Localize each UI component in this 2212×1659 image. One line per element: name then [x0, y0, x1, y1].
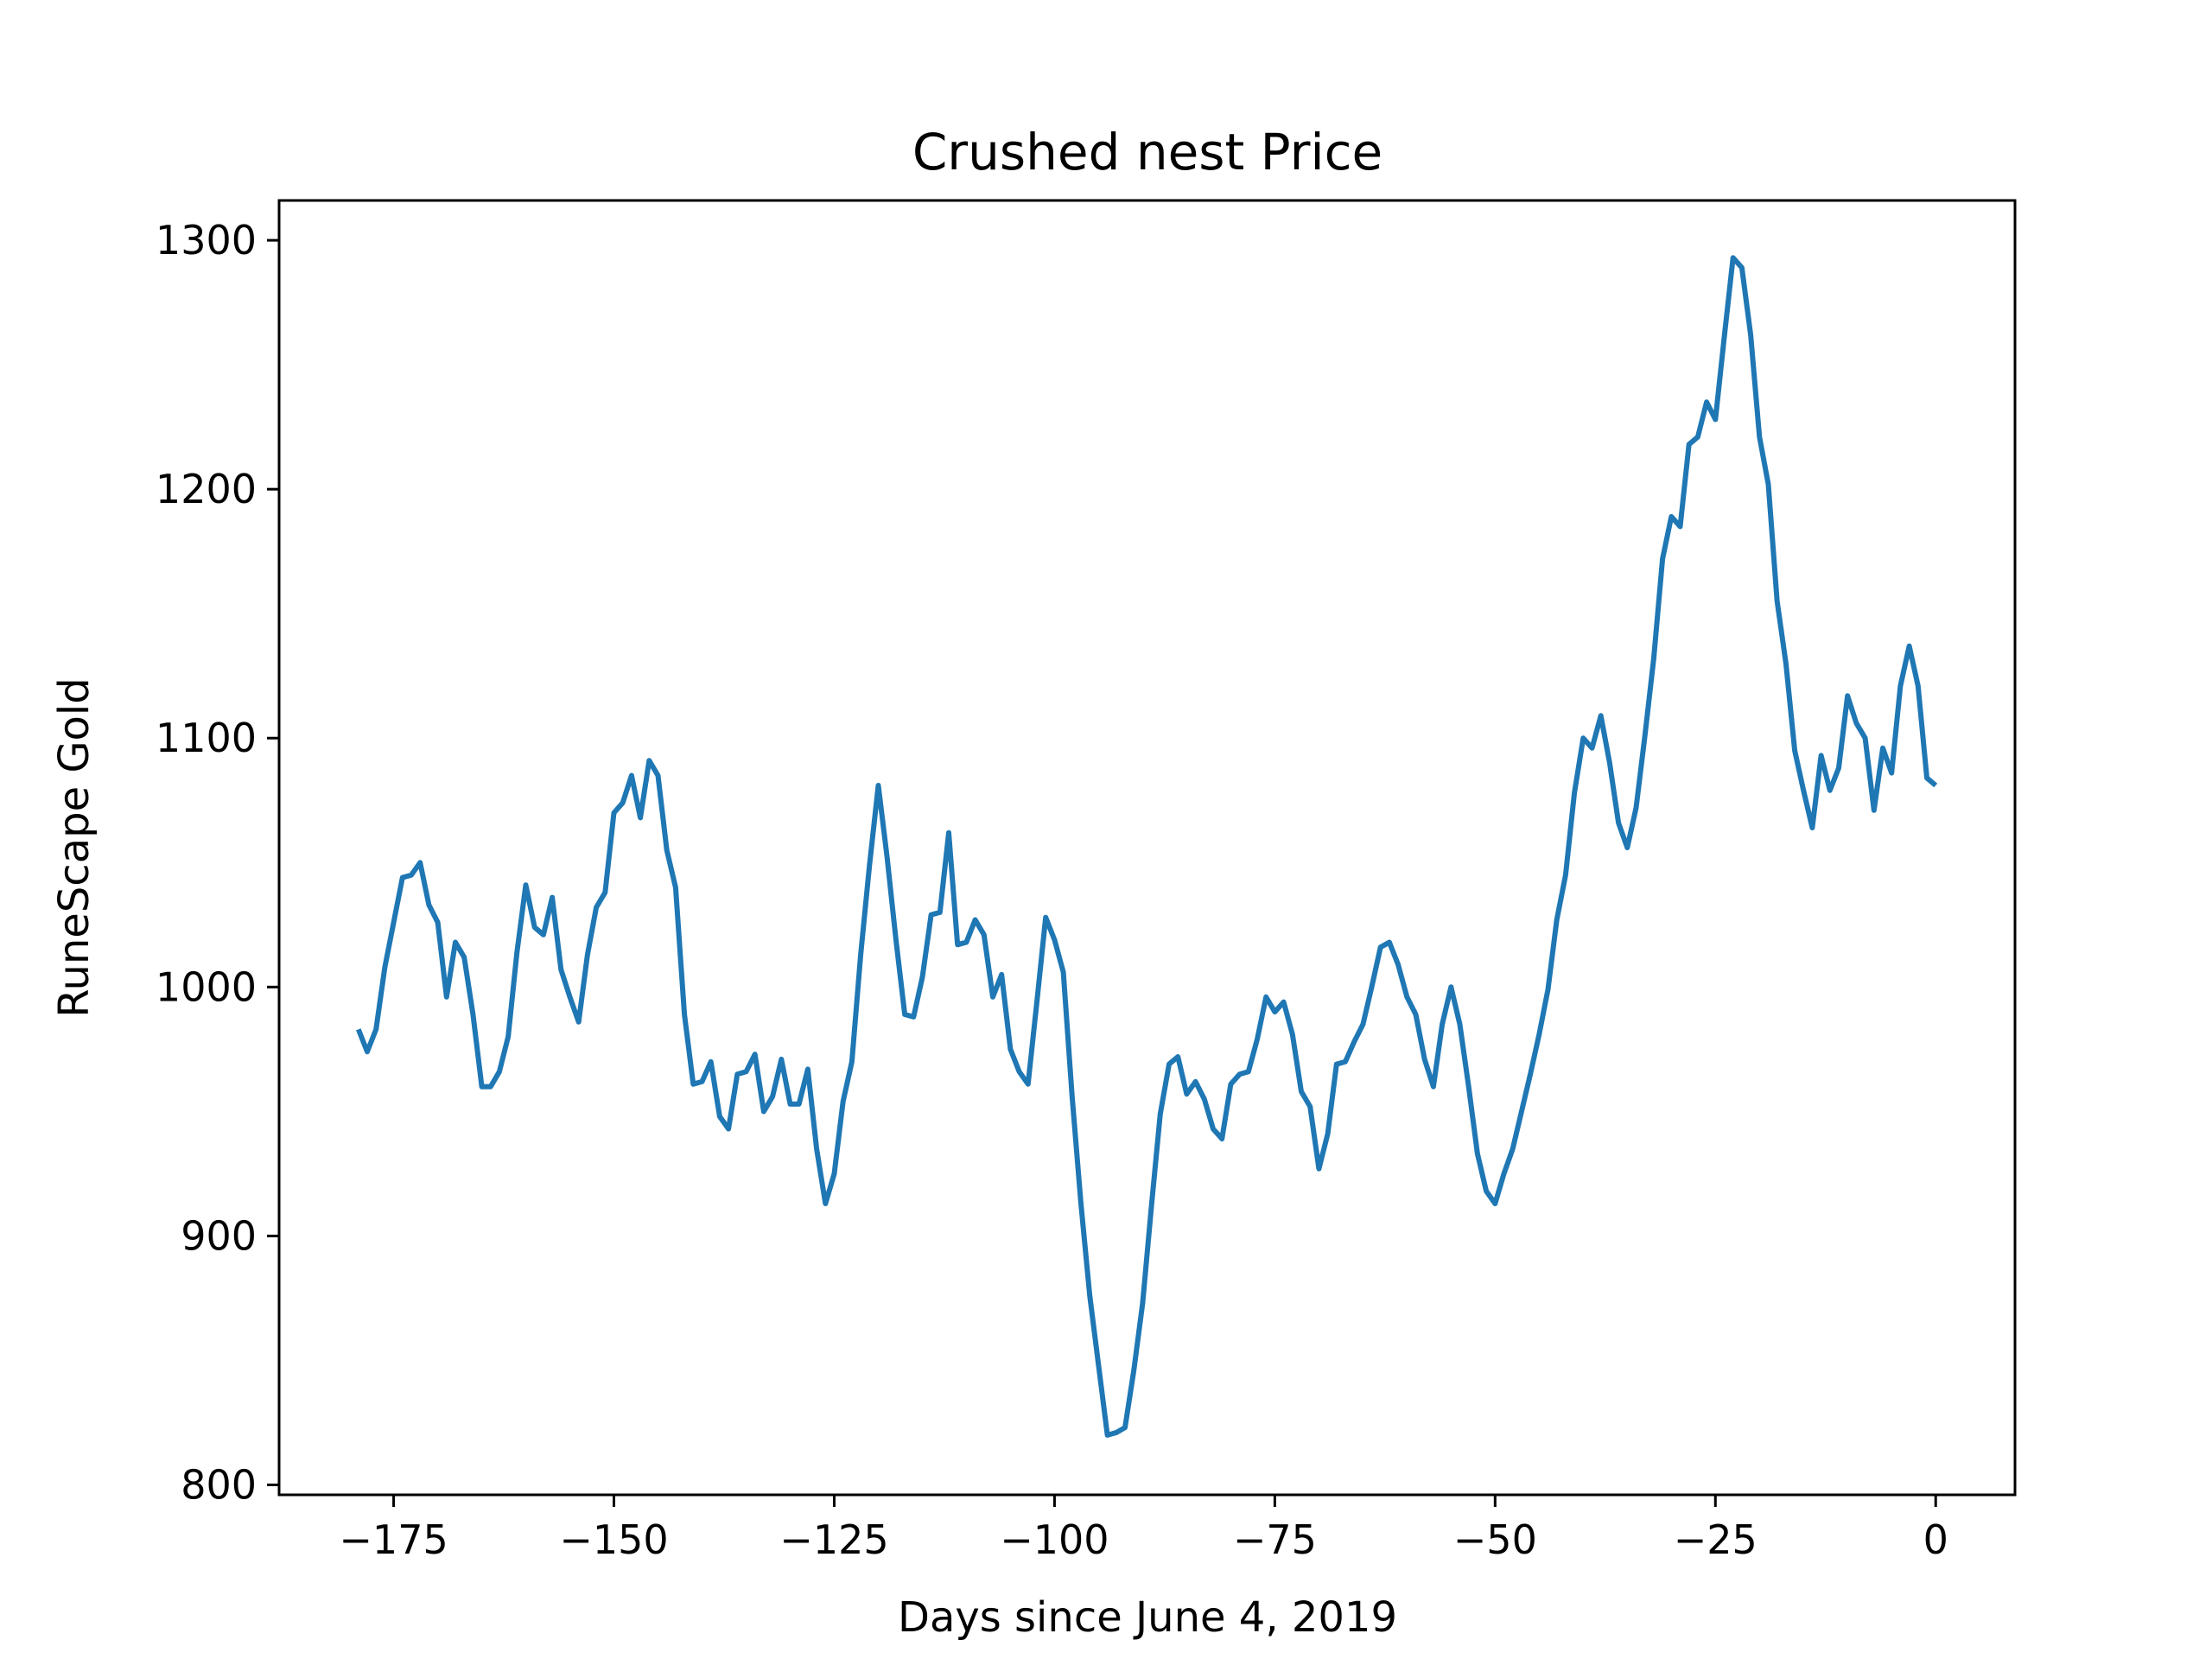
- y-tick-label: 1000: [156, 963, 257, 1010]
- x-axis-label: Days since June 4, 2019: [898, 1593, 1397, 1642]
- y-tick-label: 1200: [156, 466, 257, 512]
- x-tick-label: −75: [1233, 1516, 1317, 1563]
- x-tick-label: −175: [339, 1516, 448, 1563]
- x-tick-label: −100: [1000, 1516, 1109, 1563]
- price-series-line: [356, 255, 1938, 1438]
- chart-title: Crushed nest Price: [912, 123, 1382, 181]
- plot-area-frame: [277, 199, 2017, 1497]
- x-tick-label: −150: [559, 1516, 668, 1563]
- x-axis-ticks: −175 −150 −125 −100 −75 −50 −25 0: [339, 1495, 1948, 1563]
- y-axis-label: RuneScape Gold: [50, 677, 99, 1017]
- y-tick-label: 900: [181, 1212, 257, 1259]
- x-tick-label: −125: [779, 1516, 888, 1563]
- x-tick-label: −25: [1674, 1516, 1758, 1563]
- y-tick-label: 1100: [156, 715, 257, 761]
- y-tick-label: 1300: [156, 217, 257, 264]
- x-tick-label: −50: [1453, 1516, 1537, 1563]
- y-tick-label: 800: [181, 1461, 257, 1508]
- x-tick-label: 0: [1923, 1516, 1948, 1563]
- y-axis-ticks: 800 900 1000 1100 1200 1300: [156, 217, 279, 1508]
